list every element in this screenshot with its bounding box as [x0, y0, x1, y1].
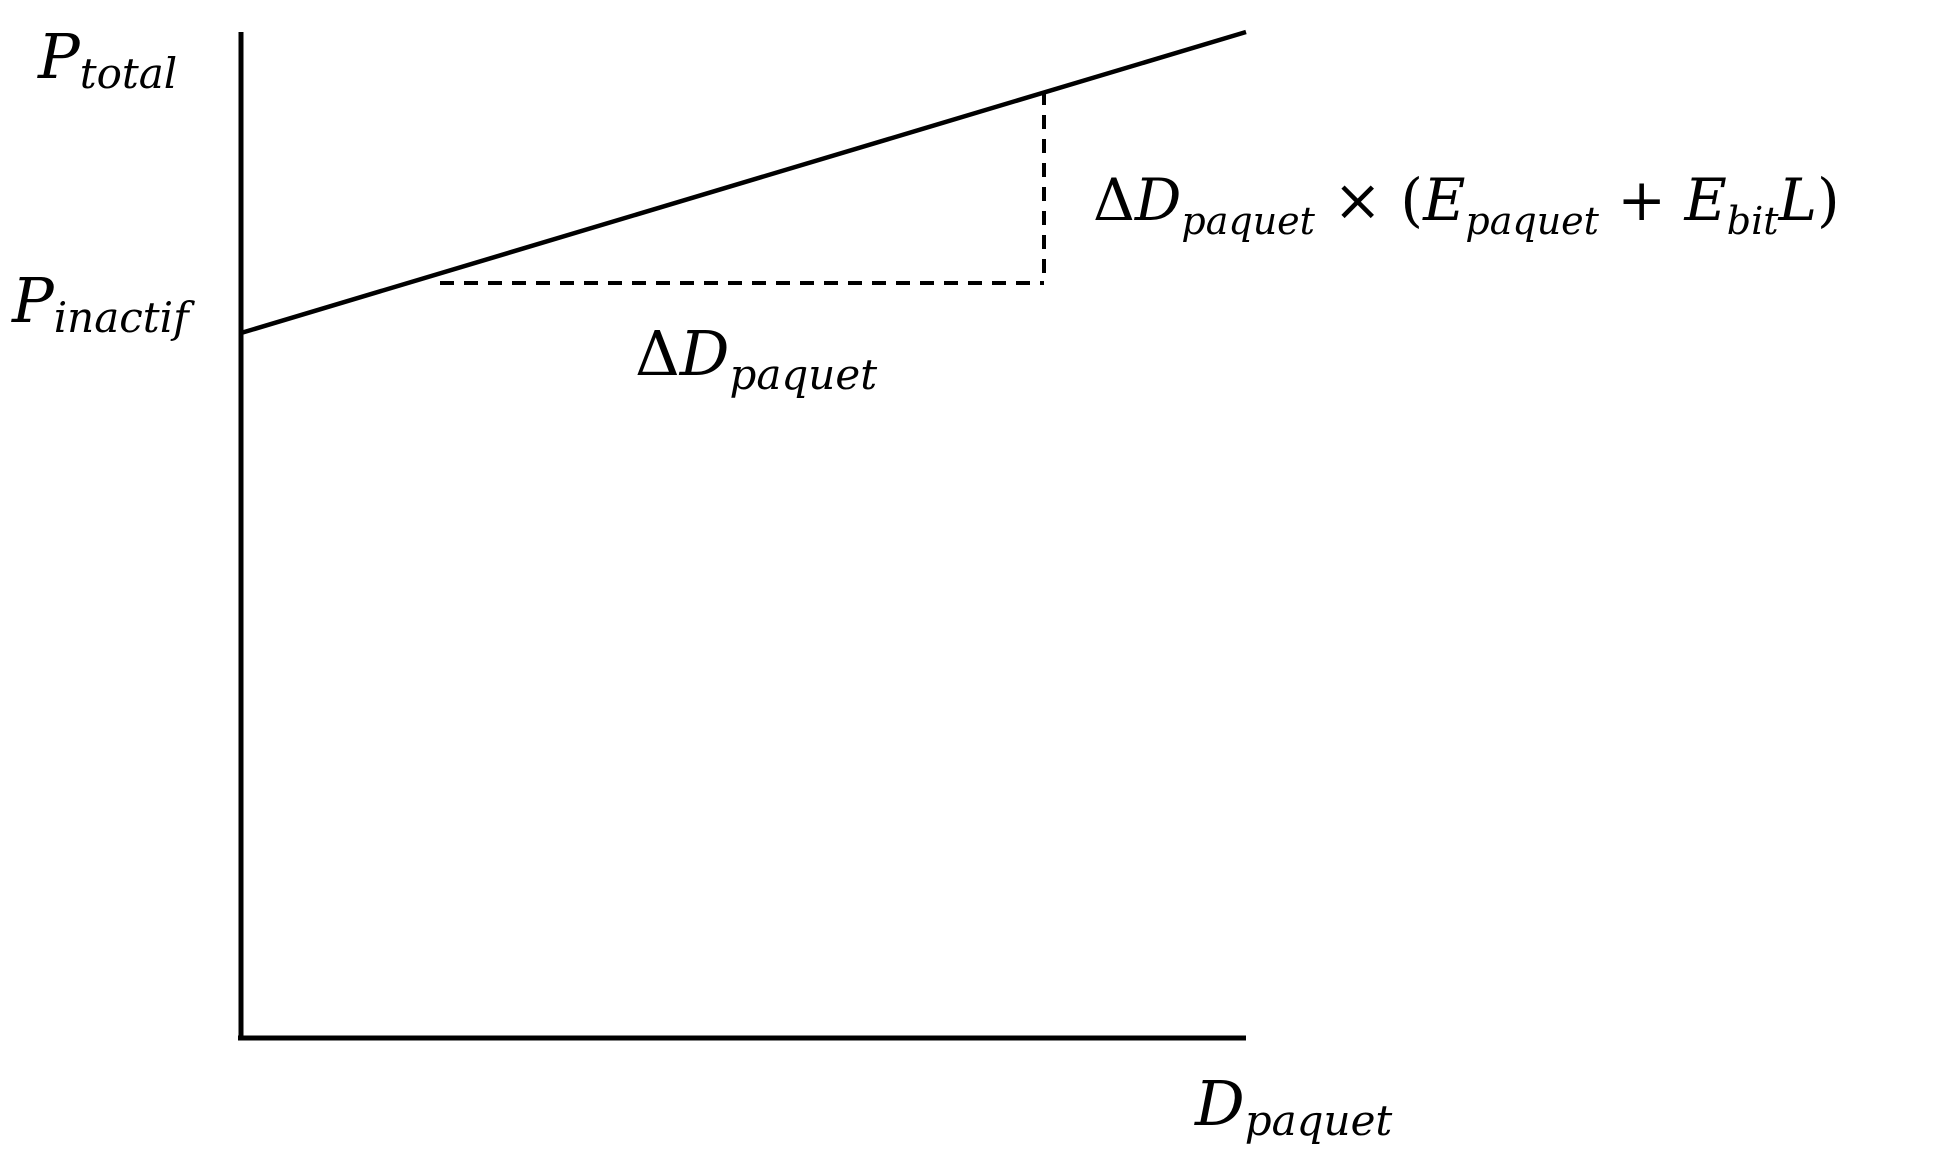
x-axis-label: Dpaquet	[1194, 1067, 1392, 1145]
rise-label: ΔDpaquet × (Epaquet + EbitL)	[1093, 166, 1840, 243]
power-line	[240, 29, 1247, 336]
run-label: ΔDpaquet	[635, 317, 877, 399]
intercept-label: Pinactif	[11, 264, 195, 342]
y-axis-label: Ptotal	[37, 20, 177, 98]
